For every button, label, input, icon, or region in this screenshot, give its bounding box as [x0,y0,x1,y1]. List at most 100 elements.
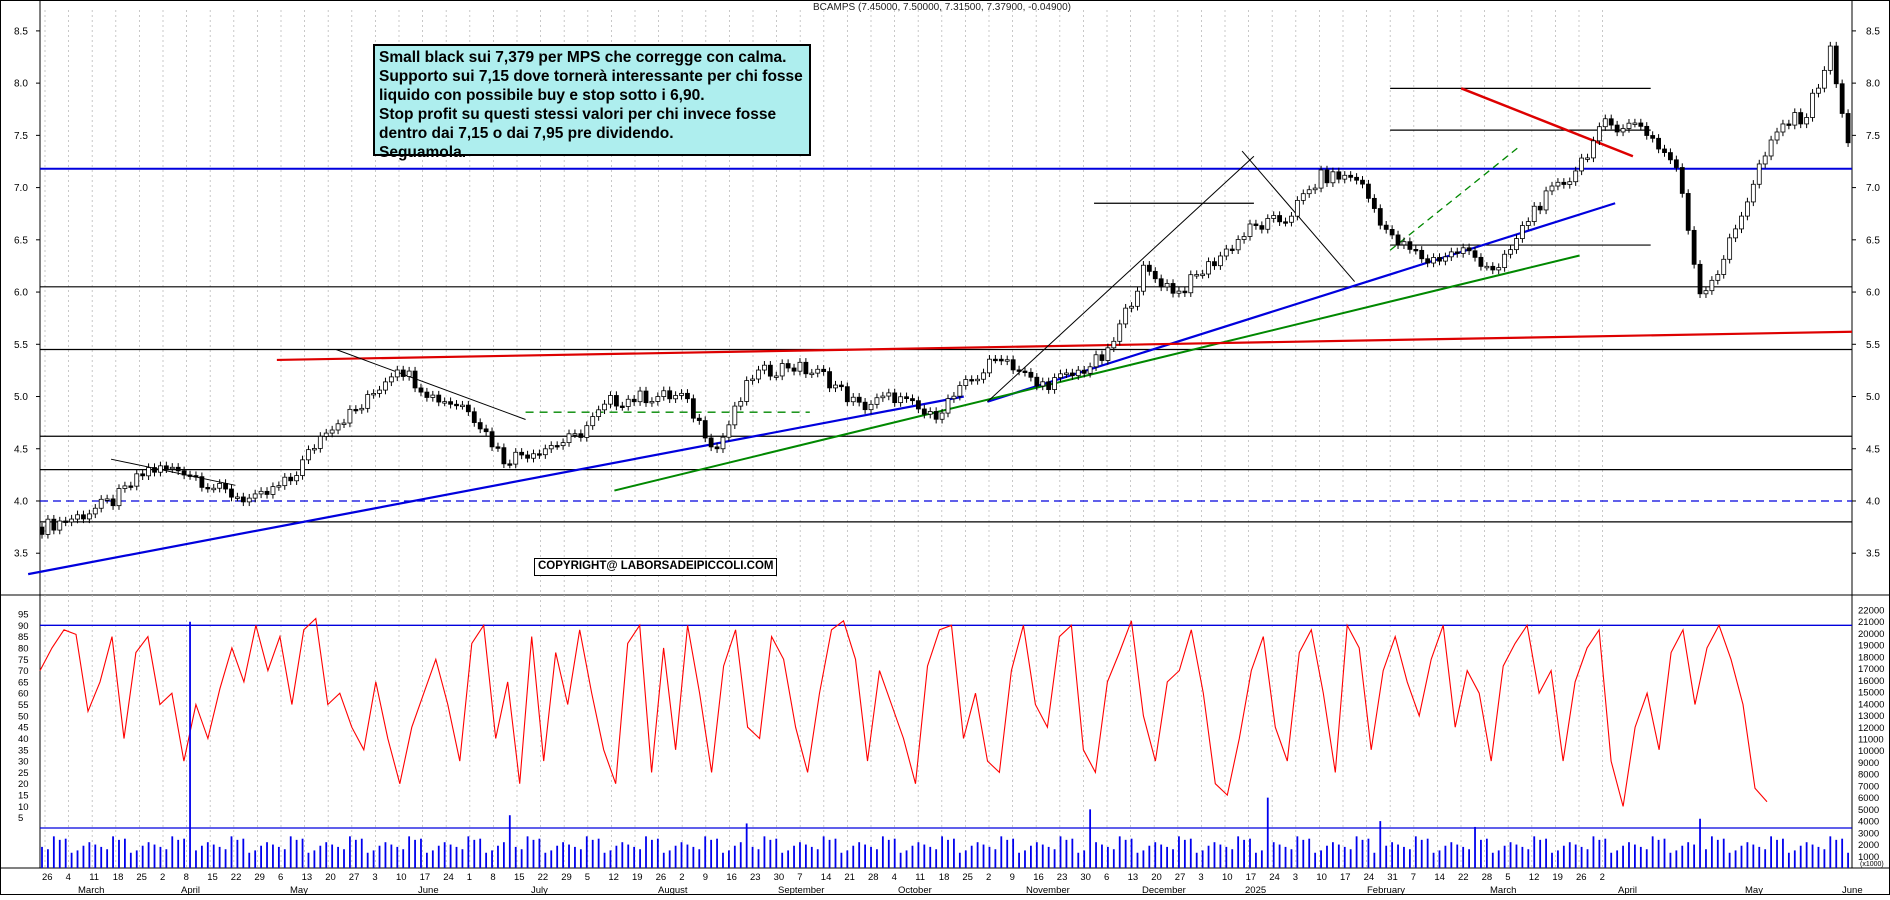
candle-body [1786,123,1792,126]
candle-body [732,405,738,426]
month-label: September [778,885,824,895]
candle-body [1496,267,1502,271]
candle-body [1478,256,1484,267]
candle-body [809,372,815,376]
day-tick-label: 17 [1340,872,1351,883]
volume-tick-label: 4000 [1858,817,1879,828]
candle-body [1768,139,1774,157]
candle-body [844,386,850,403]
day-tick-label: 26 [1576,872,1587,883]
candle-body [1081,369,1087,374]
candle-body [412,370,418,389]
note-line: Seguamola. [379,144,466,161]
candle-body [590,416,596,427]
candle-body [690,398,696,419]
day-tick-label: 29 [561,872,572,883]
candle-body [1046,381,1052,390]
candle-body [163,465,169,470]
day-tick-label: 10 [396,872,407,883]
candle-body [377,389,382,394]
candle-body [537,453,542,456]
candle-body [39,526,45,535]
volume-tick-label: 20000 [1858,629,1884,640]
day-tick-label: 6 [278,872,283,883]
candle-body [679,392,684,396]
day-tick-label: 17 [1246,872,1257,883]
candle-body [1502,253,1508,268]
oscillator-tick-label: 75 [18,655,29,666]
candle-body [1845,113,1851,144]
chart-title: BCAMPS (7.45000, 7.50000, 7.31500, 7.379… [813,2,1071,13]
candle-body [560,442,566,447]
candle-body [1336,171,1342,180]
candle-body [1839,83,1845,114]
day-tick-label: 27 [1175,872,1186,883]
candle-body [1691,229,1697,265]
candle-body [1235,239,1241,251]
candle-body [1656,137,1661,150]
day-tick-label: 31 [1387,872,1398,883]
oscillator-tick-label: 10 [18,802,29,813]
day-tick-label: 16 [1033,872,1044,883]
candle-body [1164,283,1170,288]
candle-body [1650,135,1656,139]
oscillator-tick-label: 95 [18,610,29,621]
candle-body [199,476,205,488]
candle-body [181,470,187,476]
day-tick-label: 28 [868,872,879,883]
candle-body [513,451,519,465]
day-tick-label: 22 [1458,872,1469,883]
candle-body [1620,128,1626,133]
candle-body [1141,264,1146,292]
candle-body [63,520,69,523]
candle-body [738,401,744,407]
volume-tick-label: 11000 [1858,735,1884,746]
candle-body [797,361,803,372]
candle-body [815,368,821,374]
candle-body [1318,169,1324,189]
price-tick-label-left: 3.5 [14,549,28,560]
candle-body [1591,140,1596,159]
candle-body [744,380,750,402]
day-tick-label: 15 [514,872,525,883]
candle-body [856,396,862,403]
candle-body [945,398,951,414]
candle-body [158,465,163,473]
trendline-red-long [276,330,1853,362]
candle-body [1146,264,1152,272]
candle-body [1602,118,1608,128]
candle-body [1176,290,1182,294]
candle-body [406,370,412,377]
price-tick-label-right: 5.0 [1866,392,1880,403]
candle-body [424,391,430,398]
candle-body [708,437,714,448]
candle-body [175,466,181,472]
candle-body [69,518,75,523]
candle-body [134,473,140,487]
month-label: July [531,885,548,895]
price-tick-label-left: 7.5 [14,131,28,142]
note-line: Stop profit su questi stessi valori per … [379,106,777,123]
candle-body [661,390,667,397]
candle-body [649,401,655,404]
candle-body [1632,122,1638,125]
candle-body [448,401,453,405]
candle-body [898,396,904,404]
candle-body [702,420,708,439]
month-label: April [181,885,200,895]
day-tick-label: 19 [632,872,643,883]
candle-body [1259,225,1265,230]
candle-body [1638,122,1644,127]
candle-body [1727,237,1733,260]
day-tick-label: 23 [1057,872,1068,883]
candle-body [1573,170,1579,183]
candle-body [501,447,507,465]
candle-body [436,394,442,403]
day-tick-label: 14 [821,872,832,883]
candle-body [1016,369,1022,372]
day-tick-label: 3 [1198,872,1203,883]
candle-body [750,378,755,381]
candle-body [223,483,228,490]
